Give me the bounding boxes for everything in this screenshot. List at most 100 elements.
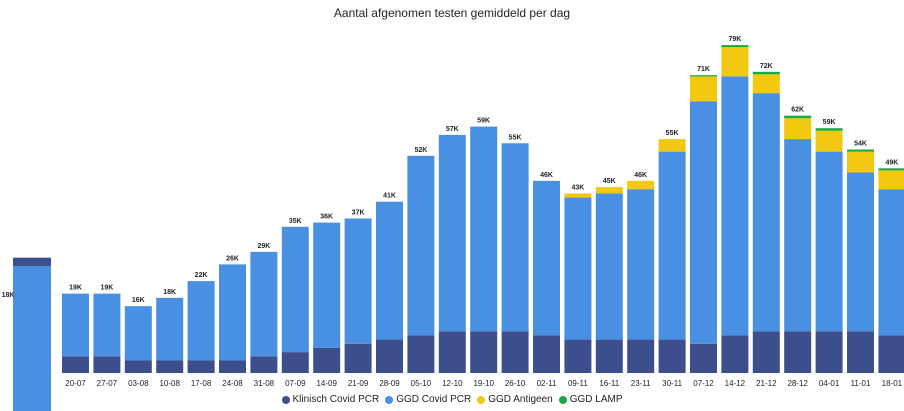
legend-marker <box>281 395 290 404</box>
bar-segment-0 <box>313 347 341 373</box>
bar-segment-2 <box>784 118 812 140</box>
bar-segment-1 <box>564 197 592 340</box>
legend: Klinisch Covid PCR GGD Covid PCR GGD Antig… <box>0 394 904 407</box>
partial-bar-klinisch <box>13 257 51 267</box>
x-tick-label: 27-07 <box>97 379 118 388</box>
legend-label: GGD LAMP <box>569 394 623 405</box>
partial-bar-total-label: 18K <box>2 292 15 299</box>
bar-segment-1 <box>690 101 717 344</box>
bar-segment-3 <box>878 168 904 171</box>
x-tick-label: 28-09 <box>379 379 400 388</box>
x-tick-label: 16-11 <box>599 379 619 388</box>
x-tick-label: 21-12 <box>756 379 777 388</box>
bar-total-label: 18K <box>163 289 176 296</box>
bar-segment-1 <box>187 281 215 361</box>
bar-segment-1 <box>595 193 623 340</box>
bar-total-label: 59K <box>823 119 836 126</box>
bar-segment-3 <box>721 45 749 48</box>
x-tick-label: 10-08 <box>159 379 180 388</box>
bar-segment-1 <box>62 293 89 357</box>
x-tick-label: 26-10 <box>505 379 526 388</box>
bar-total-label: 19K <box>100 285 113 292</box>
legend-label: GGD Antigeen <box>488 394 553 405</box>
bar-segment-1 <box>501 143 529 332</box>
bar-total-label: 72K <box>760 63 773 70</box>
x-tick-label: 11-01 <box>851 379 871 388</box>
bar-segment-2 <box>847 151 874 173</box>
bar-total-label: 29K <box>257 243 270 250</box>
bar-total-label: 71K <box>697 66 710 73</box>
bar-segment-1 <box>124 306 152 361</box>
legend-marker <box>477 395 486 404</box>
bar-segment-1 <box>627 189 655 340</box>
x-tick-label: 07-09 <box>285 379 306 388</box>
legend-marker <box>558 395 567 404</box>
bar-segment-1 <box>438 134 466 332</box>
partial-bar-ggd-pcr <box>13 266 51 411</box>
x-tick-label: 24-08 <box>222 379 243 388</box>
bar-segment-1 <box>281 226 309 353</box>
bar-segment-0 <box>815 331 843 373</box>
bar-segment-1 <box>376 201 403 340</box>
x-tick-label: 20-07 <box>65 379 86 388</box>
bar-segment-0 <box>376 339 403 373</box>
bar-segment-1 <box>533 180 560 336</box>
x-tick-label: 09-11 <box>568 379 588 388</box>
bar-total-label: 62K <box>791 107 804 114</box>
x-tick-label: 14-09 <box>316 379 337 388</box>
bar-total-label: 19K <box>69 285 82 292</box>
bar-segment-2 <box>627 180 655 190</box>
bar-total-label: 26K <box>226 255 239 262</box>
x-tick-label: 14-12 <box>725 379 746 388</box>
bar-segment-0 <box>156 360 184 373</box>
bar-total-label: 37K <box>352 209 365 216</box>
bar-segment-0 <box>752 331 780 373</box>
bar-segment-2 <box>690 76 717 102</box>
legend-item: GGD Antigeen <box>477 394 553 405</box>
bar-segment-0 <box>690 343 717 373</box>
bar-segment-1 <box>784 139 812 332</box>
bar-segment-3 <box>752 71 780 75</box>
bar-total-label: 16K <box>132 297 145 304</box>
bar-total-label: 52K <box>414 147 427 154</box>
bar-total-label: 22K <box>195 272 208 279</box>
x-tick-label: 18-01 <box>882 379 903 388</box>
bar-segment-0 <box>533 335 560 373</box>
legend-item: GGD LAMP <box>558 394 623 405</box>
legend-item: GGD Covid PCR <box>385 394 471 405</box>
bar-total-label: 46K <box>540 172 553 179</box>
x-tick-label: 21-09 <box>348 379 369 388</box>
bar-segment-1 <box>752 93 780 332</box>
bar-segment-1 <box>658 151 686 340</box>
bar-total-label: 54K <box>854 141 867 148</box>
bar-segment-0 <box>470 331 498 373</box>
bar-total-label: 36K <box>320 214 333 221</box>
x-tick-label: 07-12 <box>693 379 714 388</box>
x-tick-label: 31-08 <box>254 379 275 388</box>
bar-segment-0 <box>595 339 623 373</box>
bar-total-label: 45K <box>603 178 616 185</box>
x-tick-label: 02-11 <box>537 379 557 388</box>
bar-segment-0 <box>219 360 246 373</box>
bar-total-label: 57K <box>446 126 459 133</box>
x-tick-label: 23-11 <box>631 379 651 388</box>
bar-segment-1 <box>878 189 904 336</box>
bar-segment-1 <box>847 172 874 332</box>
x-tick-label: 17-08 <box>191 379 212 388</box>
bar-segment-3 <box>690 75 717 77</box>
bar-segment-3 <box>815 128 843 131</box>
x-tick-label: 05-10 <box>411 379 432 388</box>
bar-segment-3 <box>847 149 874 152</box>
bar-segment-0 <box>407 335 435 373</box>
x-tick-label: 12-10 <box>442 379 463 388</box>
bar-segment-1 <box>721 76 749 336</box>
bar-segment-2 <box>564 193 592 198</box>
bar-total-label: 55K <box>666 130 679 137</box>
bar-segment-1 <box>93 293 121 357</box>
bar-segment-1 <box>156 297 184 361</box>
legend-marker <box>385 395 394 404</box>
bar-segment-0 <box>878 335 904 373</box>
bar-total-label: 79K <box>728 36 741 43</box>
bar-segment-0 <box>784 331 812 373</box>
legend-label: Klinisch Covid PCR <box>292 394 380 405</box>
